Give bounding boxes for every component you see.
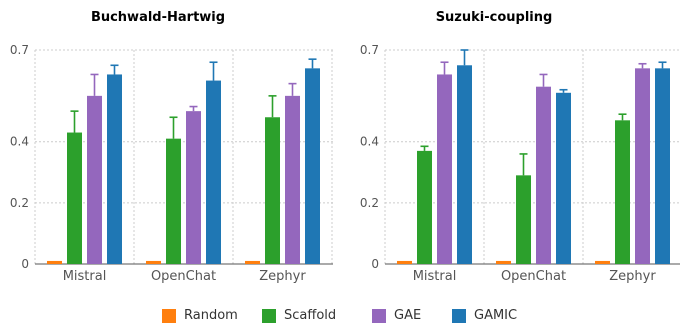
bar <box>67 132 82 264</box>
bar <box>107 74 122 264</box>
y-tick-label: 0.4 <box>360 135 379 149</box>
legend-item-gamic: GAMIC <box>452 308 517 323</box>
legend-item-gae: GAE <box>372 308 421 323</box>
bar <box>285 95 300 264</box>
bar <box>305 68 320 264</box>
y-tick-label: 0.7 <box>10 43 29 57</box>
bar <box>516 175 531 264</box>
legend-swatch-gamic <box>452 308 466 323</box>
bar <box>417 150 432 264</box>
legend-label-scaffold: Scaffold <box>284 308 337 323</box>
panel-title: Buchwald-Hartwig <box>91 10 225 25</box>
legend-label-gae: GAE <box>394 308 422 323</box>
bar <box>87 95 102 264</box>
panel-title: Suzuki-coupling <box>436 10 553 25</box>
y-tick-label: 0.2 <box>360 196 379 210</box>
y-tick-label: 0.7 <box>360 43 379 57</box>
y-tick-label: 0 <box>21 257 29 271</box>
legend-label-gamic: GAMIC <box>474 308 518 323</box>
bar <box>457 65 472 265</box>
bar <box>206 80 221 264</box>
x-tick-label: Mistral <box>63 269 107 284</box>
x-tick-label: Mistral <box>413 269 457 284</box>
y-tick-label: 0.2 <box>10 196 29 210</box>
legend: Random Scaffold GAE GAMIC <box>0 308 680 326</box>
legend-swatch-gae <box>372 308 386 323</box>
bar <box>496 260 511 264</box>
bar <box>655 68 670 264</box>
bar <box>556 92 571 264</box>
legend-label-random: Random <box>184 308 238 323</box>
legend-swatch-random <box>162 308 176 323</box>
y-tick-label: 0 <box>371 257 379 271</box>
bar <box>595 260 610 264</box>
y-tick-label: 0.4 <box>10 135 29 149</box>
bar <box>615 120 630 264</box>
x-tick-label: OpenChat <box>501 269 566 284</box>
bar <box>166 138 181 264</box>
bar <box>47 260 62 264</box>
bar <box>397 260 412 264</box>
x-tick-label: OpenChat <box>151 269 216 284</box>
legend-item-scaffold: Scaffold <box>262 308 336 323</box>
bar <box>146 260 161 264</box>
bar <box>186 111 201 265</box>
bar <box>635 68 650 264</box>
legend-swatch-scaffold <box>262 308 276 323</box>
bar <box>437 74 452 264</box>
bar <box>245 260 260 264</box>
bar <box>536 86 551 264</box>
bar <box>265 117 280 264</box>
x-tick-label: Zephyr <box>259 269 306 284</box>
legend-item-random: Random <box>162 308 238 323</box>
x-tick-label: Zephyr <box>609 269 656 284</box>
